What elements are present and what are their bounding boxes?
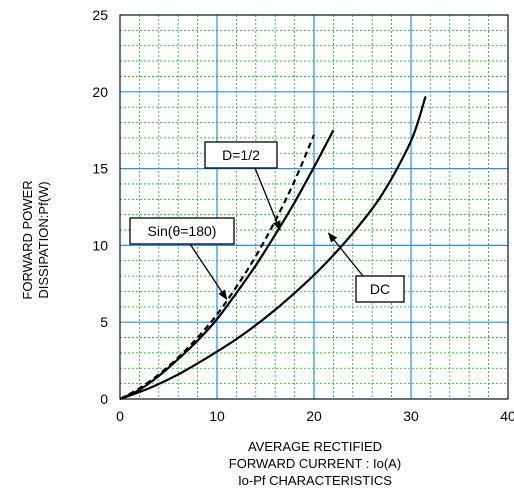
x-tick-label: 0 [116,408,124,424]
callout-label: Sin(θ=180) [148,223,217,239]
chart-title: Io-Pf CHARACTERISTICS [238,473,392,488]
grid [119,14,509,400]
series-line-0 [119,129,335,400]
series-group [119,96,427,401]
callout-2: DC [327,232,405,303]
callout-box [129,217,235,245]
callout-box [204,141,278,169]
x-tick-label: 20 [306,408,322,424]
y-tick-label: 5 [100,314,108,330]
x-tick-label: 30 [403,408,419,424]
callout-arrow [189,243,228,300]
x-tick-labels: 0 10 20 30 40 [116,408,514,424]
plot-frame [119,14,509,400]
callout-0: D=1/2 [204,141,281,231]
x-axis-label-line2: FORWARD CURRENT : Io(A) [229,456,401,471]
callout-label: DC [370,281,390,297]
y-tick-label: 20 [92,84,108,100]
annotations: D=1/2 Sin(θ=180) DC [129,141,405,303]
y-axis-label-line1: FORWARD POWER [20,180,35,299]
callout-label: D=1/2 [222,147,260,163]
callout-arrow [327,232,364,277]
y-tick-label: 25 [92,7,108,23]
x-axis-label-line1: AVERAGE RECTIFIED [248,439,382,454]
y-tick-label: 0 [100,391,108,407]
y-tick-labels: 0 5 10 15 20 25 [92,7,108,407]
y-tick-label: 15 [92,161,108,177]
callout-box [355,275,405,303]
series-line-2 [119,96,427,401]
callout-1: Sin(θ=180) [129,217,235,300]
x-tick-label: 40 [500,408,514,424]
x-tick-label: 10 [209,408,225,424]
y-tick-label: 10 [92,237,108,253]
y-axis-label-line2: DISSIPATION:Pf(W) [36,181,51,298]
callout-arrow [254,167,281,231]
series-line-1 [119,134,316,400]
